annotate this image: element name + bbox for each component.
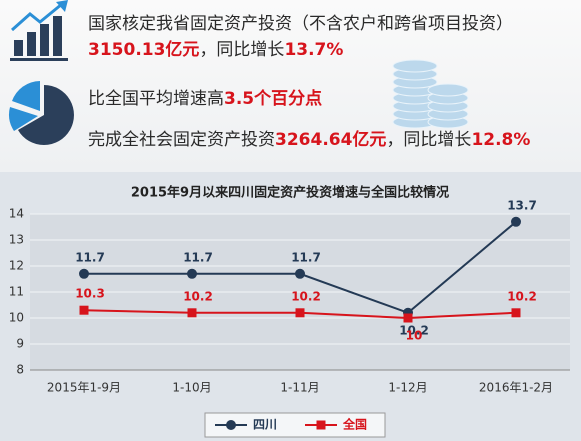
summary-line: 比全国平均增速高3.5个百分点 — [88, 84, 322, 109]
data-point — [511, 216, 521, 227]
data-point — [295, 308, 305, 318]
summary-line: 完成全社会固定资产投资3264.64亿元，同比增长12.8% — [88, 125, 530, 150]
data-point — [187, 268, 197, 279]
text: 3.5个百分点 — [224, 89, 323, 109]
pie-icon — [9, 81, 74, 145]
chart: 2015年9月以来四川固定资产投资增速与全国比较情况 8 9 10 11 12 13 14 2… — [9, 185, 570, 438]
x-tick-label: 1-10月 — [172, 381, 211, 395]
y-tick-label: 11 — [9, 285, 24, 299]
data-point — [79, 305, 89, 315]
summary-line: 3150.13亿元，同比增长13.7% — [88, 35, 343, 60]
text: 13.7% — [284, 40, 344, 60]
text: 国家核定我省固定资产投资（不含农户和跨省项目投资） — [88, 14, 513, 34]
data-point — [187, 308, 197, 318]
summary-line: 国家核定我省固定资产投资（不含农户和跨省项目投资） — [88, 9, 513, 34]
y-tick-label: 9 — [16, 337, 24, 351]
legend-label: 全国 — [342, 417, 367, 432]
x-tick-label: 1-11月 — [280, 381, 319, 395]
icons — [9, 0, 469, 145]
legend-marker — [316, 420, 326, 430]
data-label: 11.7 — [183, 250, 213, 264]
data-label: 10.2 — [507, 289, 537, 303]
chart-title: 2015年9月以来四川固定资产投资增速与全国比较情况 — [131, 185, 449, 201]
text: 3264.64亿元 — [275, 130, 387, 150]
summary-panel: 国家核定我省固定资产投资（不含农户和跨省项目投资） 3150.13亿元，同比增长… — [0, 0, 581, 172]
x-tick-label: 2015年1-9月 — [47, 381, 121, 395]
y-tick-label: 8 — [16, 363, 24, 377]
x-tick-label: 1-12月 — [388, 381, 427, 395]
text: 3150.13亿元 — [88, 40, 200, 60]
text: 比全国平均增速高 — [88, 89, 224, 109]
data-point — [511, 308, 521, 318]
y-tick-label: 10 — [9, 311, 24, 325]
data-label: 11.7 — [75, 250, 105, 264]
y-tick-label: 12 — [9, 259, 24, 273]
data-point — [295, 268, 305, 279]
data-label: 13.7 — [507, 198, 537, 212]
x-tick-label: 2016年1-2月 — [479, 381, 553, 395]
coins-icon — [392, 59, 469, 129]
legend-label: 四川 — [253, 418, 277, 432]
text: ，同比增长 — [199, 40, 285, 60]
data-label: 10 — [406, 329, 423, 343]
data-label: 10.3 — [75, 287, 105, 301]
data-point — [79, 268, 89, 279]
text: 完成全社会固定资产投资 — [88, 130, 275, 150]
text: 12.8% — [471, 130, 531, 150]
data-label: 11.7 — [291, 250, 321, 264]
text: ，同比增长 — [386, 130, 472, 150]
legend-marker — [226, 420, 236, 430]
data-label: 10.2 — [183, 289, 213, 303]
y-tick-label: 14 — [9, 207, 24, 221]
data-label: 10.2 — [291, 289, 321, 303]
data-label: 10.2 — [399, 323, 429, 337]
data-point — [403, 313, 413, 323]
y-tick-label: 13 — [9, 233, 24, 247]
bar-icon — [10, 0, 68, 61]
